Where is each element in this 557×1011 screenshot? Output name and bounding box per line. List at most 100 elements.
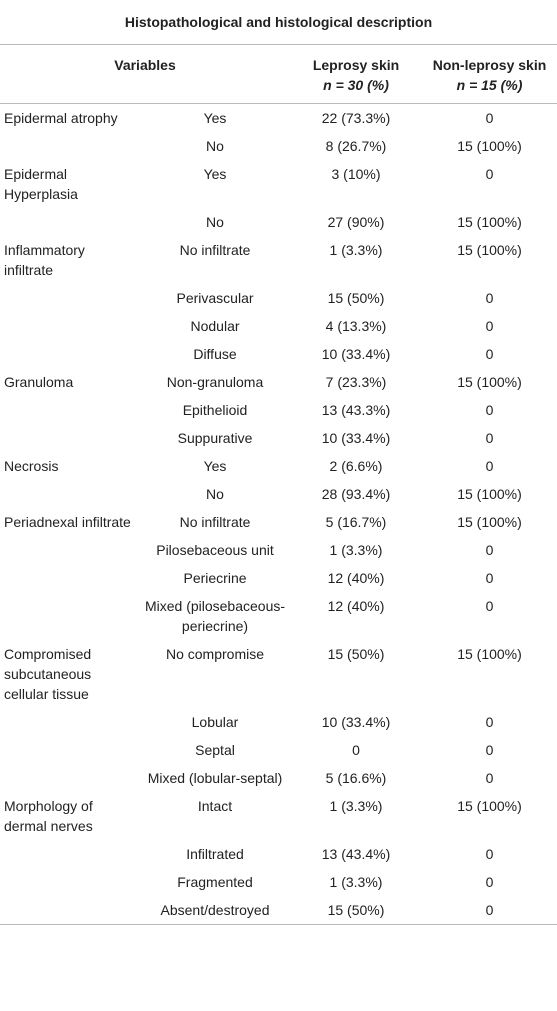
category-cell: No [206,138,224,154]
leprosy-cell: 5 (16.7%) [325,514,387,530]
table-row: Compromised subcutaneous cellular tissue… [0,640,557,708]
category-cell: No [206,486,224,502]
non-leprosy-cell: 15 (100%) [457,486,522,502]
table-row: Epidermal atrophy Yes 22 (73.3%) 0 [0,104,557,133]
variable-cell [0,396,140,424]
variable-cell [0,424,140,452]
category-cell: Fragmented [177,874,253,890]
table-row: Mixed (pilosebaceous-periecrine) 12 (40%)… [0,592,557,640]
leprosy-cell: 3 (10%) [331,166,381,182]
table-row: Epithelioid 13 (43.3%) 0 [0,396,557,424]
non-leprosy-cell: 0 [485,458,494,474]
table-title: Histopathological and histological descr… [0,0,557,45]
variable-cell [0,132,140,160]
variable-cell: Inflammatory infiltrate [4,242,85,278]
table-row: Necrosis Yes 2 (6.6%) 0 [0,452,557,480]
variable-cell [0,708,140,736]
category-cell: No infiltrate [179,514,251,530]
category-cell: Absent/destroyed [140,896,290,925]
non-leprosy-cell: 0 [485,770,494,786]
category-cell: Mixed (pilosebaceous-periecrine) [144,598,286,634]
category-cell: No infiltrate [179,242,251,258]
table-row: Morphology of dermal nerves Intact 1 (3.3%… [0,792,557,840]
leprosy-cell: 10 (33.4%) [321,346,391,362]
variable-cell [0,312,140,340]
non-leprosy-cell: 15 (100%) [457,798,522,814]
leprosy-cell: 0 [352,742,360,758]
table-row: Diffuse 10 (33.4%) 0 [0,340,557,368]
category-cell: Suppurative [177,430,253,446]
non-leprosy-cell: 0 [485,346,494,362]
variable-cell: Granuloma [4,374,74,390]
variable-cell [0,564,140,592]
non-leprosy-cell: 15 (100%) [457,514,522,530]
category-cell: Perivascular [176,290,254,306]
header-line: Leprosy skin [312,57,400,73]
category-cell: Periecrine [183,570,247,586]
table-row: Epidermal Hyperplasia Yes 3 (10%) 0 [0,160,557,208]
leprosy-cell: 2 (6.6%) [329,458,383,474]
leprosy-cell: 12 (40%) [327,570,385,586]
header-line: n = 15 (%) [456,77,523,93]
variable-cell: Necrosis [4,458,59,474]
table-row: Perivascular 15 (50%) 0 [0,284,557,312]
table-row: Absent/destroyed 15 (50%) 0 [0,896,557,925]
non-leprosy-cell: 0 [485,290,494,306]
table: Histopathological and histological descr… [0,0,557,925]
variable-cell [0,868,140,896]
non-leprosy-cell: 0 [485,570,494,586]
table-row: Pilosebaceous unit 1 (3.3%) 0 [0,536,557,564]
table-row: No 27 (90%) 15 (100%) [0,208,557,236]
column-header: Leprosy skin n = 30 (%) [290,44,422,104]
leprosy-cell: 8 (26.7%) [325,138,387,154]
category-cell: Yes [203,458,227,474]
header-line: Non-leprosy skin [432,57,547,73]
table-row: Nodular 4 (13.3%) 0 [0,312,557,340]
table-row: Suppurative 10 (33.4%) 0 [0,424,557,452]
table-row: Periadnexal infiltrate No infiltrate 5 (16… [0,508,557,536]
leprosy-cell: 13 (43.3%) [321,402,391,418]
variable-cell [0,284,140,312]
category-cell: Pilosebaceous unit [156,542,274,558]
table-row: Lobular 10 (33.4%) 0 [0,708,557,736]
table-row: No 28 (93.4%) 15 (100%) [0,480,557,508]
category-cell: Infiltrated [186,846,244,862]
category-cell: No compromise [165,646,265,662]
category-cell: Lobular [191,714,239,730]
leprosy-cell: 10 (33.4%) [321,714,391,730]
category-cell: No [206,214,224,230]
category-cell: Non-granuloma [166,374,264,390]
non-leprosy-cell: 0 [485,874,494,890]
variable-cell [0,340,140,368]
table-row: Septal 0 0 [0,736,557,764]
category-cell: Mixed (lobular-septal) [147,770,283,786]
leprosy-cell: 12 (40%) [327,598,385,614]
variable-cell: Morphology of dermal nerves [4,798,93,834]
category-cell: Nodular [190,318,240,334]
header-line: n = 30 (%) [323,77,389,93]
leprosy-cell: 15 (50%) [327,646,385,662]
leprosy-cell: 1 (3.3%) [329,874,383,890]
leprosy-cell: 27 (90%) [327,214,385,230]
variable-cell [0,764,140,792]
non-leprosy-cell: 0 [485,542,494,558]
column-header: Variables [0,44,290,104]
leprosy-cell: 1 (3.3%) [329,242,383,258]
non-leprosy-cell: 0 [422,896,557,925]
non-leprosy-cell: 0 [485,402,494,418]
table-row: Fragmented 1 (3.3%) 0 [0,868,557,896]
non-leprosy-cell: 15 (100%) [457,138,522,154]
table-row: Infiltrated 13 (43.4%) 0 [0,840,557,868]
non-leprosy-cell: 0 [485,318,494,334]
table-body: Epidermal atrophy Yes 22 (73.3%) 0 No 8 (26.7… [0,104,557,925]
leprosy-cell: 1 (3.3%) [329,542,383,558]
leprosy-cell: 22 (73.3%) [321,110,391,126]
non-leprosy-cell: 15 (100%) [457,646,522,662]
category-cell: Epithelioid [182,402,248,418]
variable-cell: Epidermal atrophy [4,110,118,126]
leprosy-cell: 28 (93.4%) [321,486,391,502]
non-leprosy-cell: 0 [485,742,494,758]
table-row: No 8 (26.7%) 15 (100%) [0,132,557,160]
leprosy-cell: 1 (3.3%) [329,798,383,814]
leprosy-cell: 15 (50%) [327,290,385,306]
